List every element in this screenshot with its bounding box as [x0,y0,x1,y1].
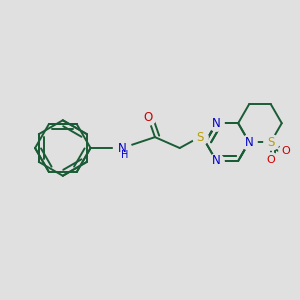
Text: N: N [245,136,254,148]
Text: O: O [266,154,275,164]
Text: O: O [143,111,153,124]
Text: N: N [212,117,221,130]
Text: H: H [121,150,128,160]
Text: N: N [118,142,127,154]
Text: O: O [282,146,290,156]
Text: N: N [212,154,221,167]
Text: S: S [196,130,203,144]
Text: S: S [267,136,274,148]
